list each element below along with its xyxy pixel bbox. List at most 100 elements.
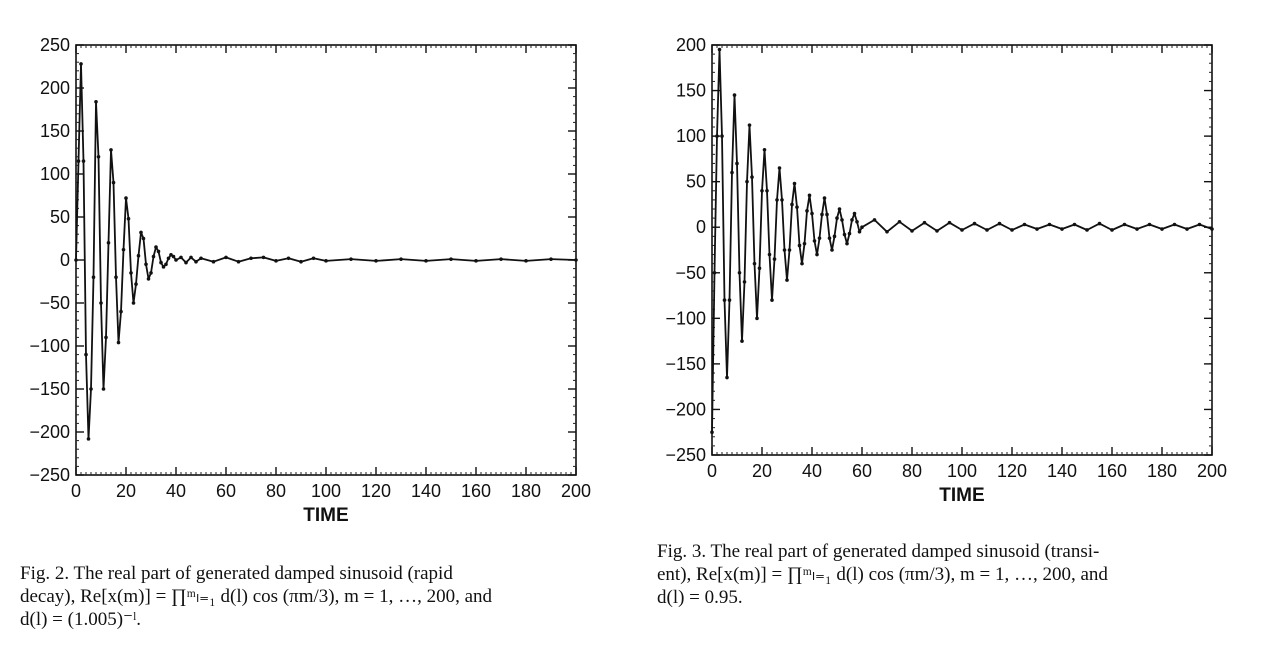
fig3-data-point	[710, 430, 714, 435]
fig3-y-tick-label: 0	[696, 217, 706, 237]
fig2-data-point	[154, 245, 158, 249]
fig3-caption-line: Fig. 3. The real part of generated dampe…	[657, 541, 1100, 562]
fig2-data-point	[194, 259, 198, 264]
fig3-data-point	[770, 298, 774, 302]
fig2-chart: 0 20 40 60 80 100 120 140 160 180 200 250 200 150 100 5…	[0, 30, 620, 530]
fig2-x-tick-label: 120	[361, 481, 391, 501]
fig3-data-point	[1172, 222, 1177, 227]
fig2-data-point	[104, 335, 108, 340]
fig3-y-tick-label: −100	[665, 308, 706, 328]
fig2-data-point	[249, 256, 253, 261]
fig3-data-point	[947, 220, 952, 225]
fig2-data-point	[286, 256, 291, 261]
fig3-data-point	[822, 196, 827, 200]
fig3-data-point	[1122, 222, 1127, 227]
fig2-y-tick-label: −200	[29, 422, 70, 442]
fig3-data-point	[1010, 228, 1014, 232]
fig2-data-point	[94, 99, 98, 104]
fig2-x-tick-label: 140	[411, 481, 441, 501]
fig3-y-tick-label: 100	[676, 126, 706, 146]
fig2-y-tick-label: −50	[39, 293, 70, 313]
fig3-chart-svg: 0 20 40 60 80 100 120 140 160 180 200200150100500−…	[665, 35, 1227, 506]
fig3-data-point	[810, 211, 814, 216]
fig2-data-point	[96, 155, 101, 159]
fig3-data-point	[772, 257, 777, 261]
fig3-data-point	[737, 270, 742, 275]
fig3-y-tick-label: 50	[686, 172, 706, 192]
fig3-data-point	[720, 134, 724, 138]
fig3-data-point	[1072, 222, 1077, 227]
fig3-data-point	[997, 221, 1002, 226]
fig3-series-line	[711, 48, 1213, 433]
fig3-x-tick-label: 0	[707, 461, 717, 481]
fig3-caption-line: d(l) = 0.95.	[657, 587, 743, 608]
fig2-y-tick-label: 150	[40, 121, 70, 141]
fig3-data-point	[747, 123, 752, 127]
fig3-data-point	[922, 220, 927, 225]
fig3-data-point	[985, 228, 989, 232]
fig2-data-point	[131, 301, 136, 305]
fig2-data-point	[156, 249, 161, 254]
fig3-data-point	[727, 298, 732, 302]
fig3-chart: 0 20 40 60 80 100 120 140 160 180 200 200 150 100 50 0−…	[650, 30, 1286, 510]
fig2-x-tick-label: 80	[266, 481, 286, 501]
fig2-data-point	[549, 257, 553, 261]
fig2-data-point	[126, 216, 131, 221]
fig3-x-tick-label: 100	[947, 461, 977, 481]
fig2-data-point	[89, 387, 93, 391]
fig3-y-tick-label: 150	[676, 81, 706, 101]
fig3-data-point	[1060, 227, 1064, 231]
fig3-data-point	[765, 188, 769, 193]
fig3-y-tick-label: −250	[665, 445, 706, 465]
fig3-data-point	[745, 179, 749, 184]
fig3-x-tick-label: 60	[852, 461, 872, 481]
fig3-x-tick-label: 140	[1047, 461, 1077, 481]
fig2-x-tick-label: 160	[461, 481, 491, 501]
fig2-data-point	[449, 257, 453, 261]
fig3-data-point	[735, 161, 739, 166]
fig2-data-point	[116, 340, 121, 345]
fig3-data-point	[815, 252, 819, 257]
fig3-data-point	[775, 198, 779, 202]
fig2-data-point	[174, 258, 178, 262]
fig2-data-point	[91, 275, 96, 279]
fig3-data-point	[820, 212, 824, 217]
fig2-data-point	[109, 148, 113, 152]
fig3-data-point	[767, 252, 772, 257]
fig3-data-point	[807, 193, 812, 198]
fig2-data-point	[149, 271, 153, 275]
fig2-x-axis-title: TIME	[303, 505, 348, 526]
fig2-data-point	[184, 260, 188, 265]
fig3-data-point	[935, 229, 939, 233]
fig2-data-point	[374, 259, 378, 263]
fig3-data-point	[715, 134, 719, 138]
fig2-data-point	[274, 259, 278, 263]
fig3-data-point	[972, 221, 977, 226]
fig2-y-tick-label: 0	[60, 250, 70, 270]
fig3-x-tick-label: 80	[902, 461, 922, 481]
fig3-data-point	[1022, 222, 1027, 227]
fig2-data-point	[399, 257, 403, 261]
fig2-y-tick-label: −100	[29, 336, 70, 356]
fig2-x-tick-label: 40	[166, 481, 186, 501]
fig2-caption-line: d(l) = (1.005)⁻ˡ.	[20, 609, 141, 630]
fig3-y-tick-label: −50	[675, 263, 706, 283]
fig3-data-point	[1035, 227, 1039, 231]
fig3-data-point	[722, 298, 727, 302]
fig3-data-point	[1160, 227, 1164, 231]
fig3-data-point	[840, 218, 844, 222]
fig3-data-point	[825, 212, 829, 217]
fig3-data-point	[795, 205, 799, 209]
fig3-data-point	[750, 175, 754, 179]
fig3-data-point	[842, 232, 847, 237]
fig3-x-tick-label: 40	[802, 461, 822, 481]
fig2-caption: Fig. 2. The real part of generated dampe…	[20, 562, 590, 631]
fig2-series-line	[75, 63, 577, 440]
fig3-y-tick-label: 200	[676, 35, 706, 55]
fig3-data-point	[837, 207, 842, 211]
fig2-x-tick-label: 100	[311, 481, 341, 501]
fig2-data-point	[349, 257, 353, 261]
fig3-data-point	[760, 188, 764, 193]
fig3-data-point	[1097, 221, 1102, 226]
fig2-data-point	[151, 254, 156, 259]
